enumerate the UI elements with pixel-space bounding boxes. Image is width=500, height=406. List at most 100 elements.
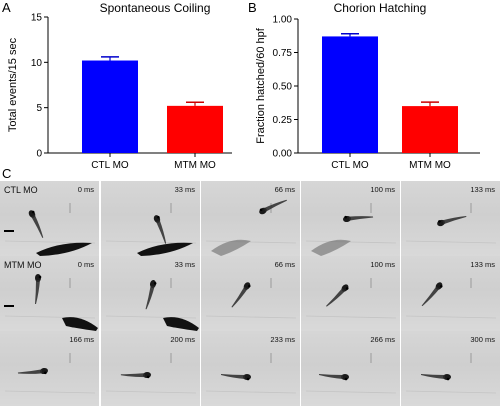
larva-image bbox=[120, 371, 151, 379]
frame-row-mtm: MTM MO 0 ms 33 ms 66 ms 100 ms 133 ms bbox=[0, 256, 500, 331]
frame-image bbox=[405, 203, 497, 244]
panel-letter-b: B bbox=[248, 0, 257, 15]
chart-b-bar bbox=[322, 36, 378, 153]
frame-image bbox=[4, 203, 96, 256]
larva-image bbox=[17, 367, 48, 375]
row-label: MTM MO bbox=[4, 260, 42, 270]
texture-mark bbox=[205, 390, 297, 394]
needle-shadow bbox=[62, 317, 98, 331]
larva-image bbox=[325, 284, 349, 307]
frame-0-1: 33 ms bbox=[101, 181, 200, 256]
chart-b-y-tick-label: 0.25 bbox=[273, 115, 293, 126]
frame-timestamp: 66 ms bbox=[274, 260, 295, 269]
chart-a-y-tick-label: 10 bbox=[31, 58, 43, 69]
frame-timestamp: 33 ms bbox=[174, 185, 195, 194]
texture-mark bbox=[105, 240, 197, 244]
frame-1-4: 133 ms bbox=[401, 256, 500, 331]
frame-2-2: 233 ms bbox=[201, 331, 300, 406]
texture-mark bbox=[205, 315, 297, 319]
frame-image bbox=[205, 353, 297, 394]
frame-image bbox=[305, 203, 397, 256]
frame-row-mtm-continued: 166 ms 200 ms 233 ms 266 ms 300 ms bbox=[0, 331, 500, 406]
chart-b-y-tick-label: 0.75 bbox=[273, 48, 293, 59]
larva-image bbox=[145, 280, 157, 310]
texture-mark bbox=[205, 240, 297, 244]
frame-image bbox=[305, 353, 397, 394]
frame-image bbox=[105, 278, 199, 331]
frame-timestamp: 66 ms bbox=[274, 185, 295, 194]
larva-image bbox=[421, 374, 451, 381]
chart-a-y-axis-label: Total events/15 sec bbox=[7, 37, 19, 132]
frame-image bbox=[405, 353, 497, 394]
motion-blur bbox=[311, 239, 351, 256]
frame-timestamp: 0 ms bbox=[77, 260, 94, 269]
frame-image bbox=[305, 278, 397, 319]
frame-timestamp: 133 ms bbox=[470, 260, 495, 269]
texture-mark bbox=[405, 390, 497, 394]
larva-image bbox=[28, 210, 44, 239]
frame-timestamp: 200 ms bbox=[170, 335, 195, 344]
frame-image bbox=[205, 278, 297, 319]
frame-image bbox=[4, 274, 98, 331]
frame-timestamp: 100 ms bbox=[370, 185, 395, 194]
texture-mark bbox=[405, 240, 497, 244]
frame-image bbox=[205, 199, 297, 256]
frame-timestamp: 233 ms bbox=[270, 335, 295, 344]
frame-timestamp: 266 ms bbox=[370, 335, 395, 344]
chart-a-y-tick-label: 5 bbox=[36, 103, 42, 114]
frame-timestamp: 133 ms bbox=[470, 185, 495, 194]
chart-a-y-tick-label: 15 bbox=[31, 13, 43, 24]
frame-timestamp: 100 ms bbox=[370, 260, 395, 269]
frame-2-1: 200 ms bbox=[101, 331, 200, 406]
needle-shadow bbox=[36, 242, 92, 256]
frame-2-3: 266 ms bbox=[301, 331, 400, 406]
needle-shadow bbox=[137, 242, 193, 256]
frame-1-0: MTM MO 0 ms bbox=[0, 256, 99, 331]
chart-b-title: Chorion Hatching bbox=[333, 1, 427, 15]
chart-a-x-tick-label: MTM MO bbox=[174, 160, 216, 171]
texture-mark bbox=[305, 240, 397, 244]
scale-bar bbox=[4, 230, 14, 232]
larva-image bbox=[153, 215, 167, 244]
row-label: CTL MO bbox=[4, 185, 38, 195]
texture-mark bbox=[4, 315, 96, 319]
frame-0-0: CTL MO 0 ms bbox=[0, 181, 99, 256]
texture-mark bbox=[4, 240, 96, 244]
larva-image bbox=[221, 374, 251, 381]
texture-mark bbox=[105, 315, 197, 319]
chart-b-y-axis-label: Fraction hatched/60 hpf bbox=[255, 27, 267, 144]
texture-mark bbox=[305, 315, 397, 319]
frame-2-0: 166 ms bbox=[0, 331, 99, 406]
frame-image bbox=[405, 278, 497, 319]
larva-image bbox=[421, 282, 443, 307]
larva-image bbox=[343, 215, 374, 223]
larva-image bbox=[35, 274, 42, 304]
frame-image bbox=[105, 203, 197, 256]
frame-timestamp: 166 ms bbox=[69, 335, 94, 344]
needle-shadow bbox=[163, 317, 199, 331]
frame-0-4: 133 ms bbox=[401, 181, 500, 256]
larva-image bbox=[319, 374, 349, 381]
chart-a-title: Spontaneous Coiling bbox=[99, 1, 211, 15]
chart-b: 0.00 0.25 0.50 0.75 1.00 Fraction hatched/60 … bbox=[255, 15, 480, 171]
larva-image bbox=[437, 215, 467, 227]
texture-mark bbox=[4, 390, 96, 394]
frame-row-ctl: CTL MO 0 ms 33 ms 66 ms 100 ms 133 ms bbox=[0, 181, 500, 256]
frame-image bbox=[4, 353, 96, 394]
chart-b-x-tick-label: CTL MO bbox=[331, 160, 369, 171]
chart-b-x-tick-label: MTM MO bbox=[409, 160, 451, 171]
frame-1-1: 33 ms bbox=[101, 256, 200, 331]
chart-b-y-tick-label: 0.50 bbox=[273, 82, 293, 93]
scale-bar bbox=[4, 305, 14, 307]
panel-letter-a: A bbox=[2, 0, 11, 15]
texture-mark bbox=[105, 390, 197, 394]
frame-timestamp: 33 ms bbox=[174, 260, 195, 269]
frame-image bbox=[105, 353, 197, 394]
frame-timestamp: 0 ms bbox=[77, 185, 94, 194]
texture-mark bbox=[405, 315, 497, 319]
chart-a-y-tick-label: 0 bbox=[36, 149, 42, 160]
panel-letter-c: C bbox=[2, 166, 12, 181]
frame-1-2: 66 ms bbox=[201, 256, 300, 331]
frame-1-3: 100 ms bbox=[301, 256, 400, 331]
chart-a-bar bbox=[82, 60, 138, 153]
